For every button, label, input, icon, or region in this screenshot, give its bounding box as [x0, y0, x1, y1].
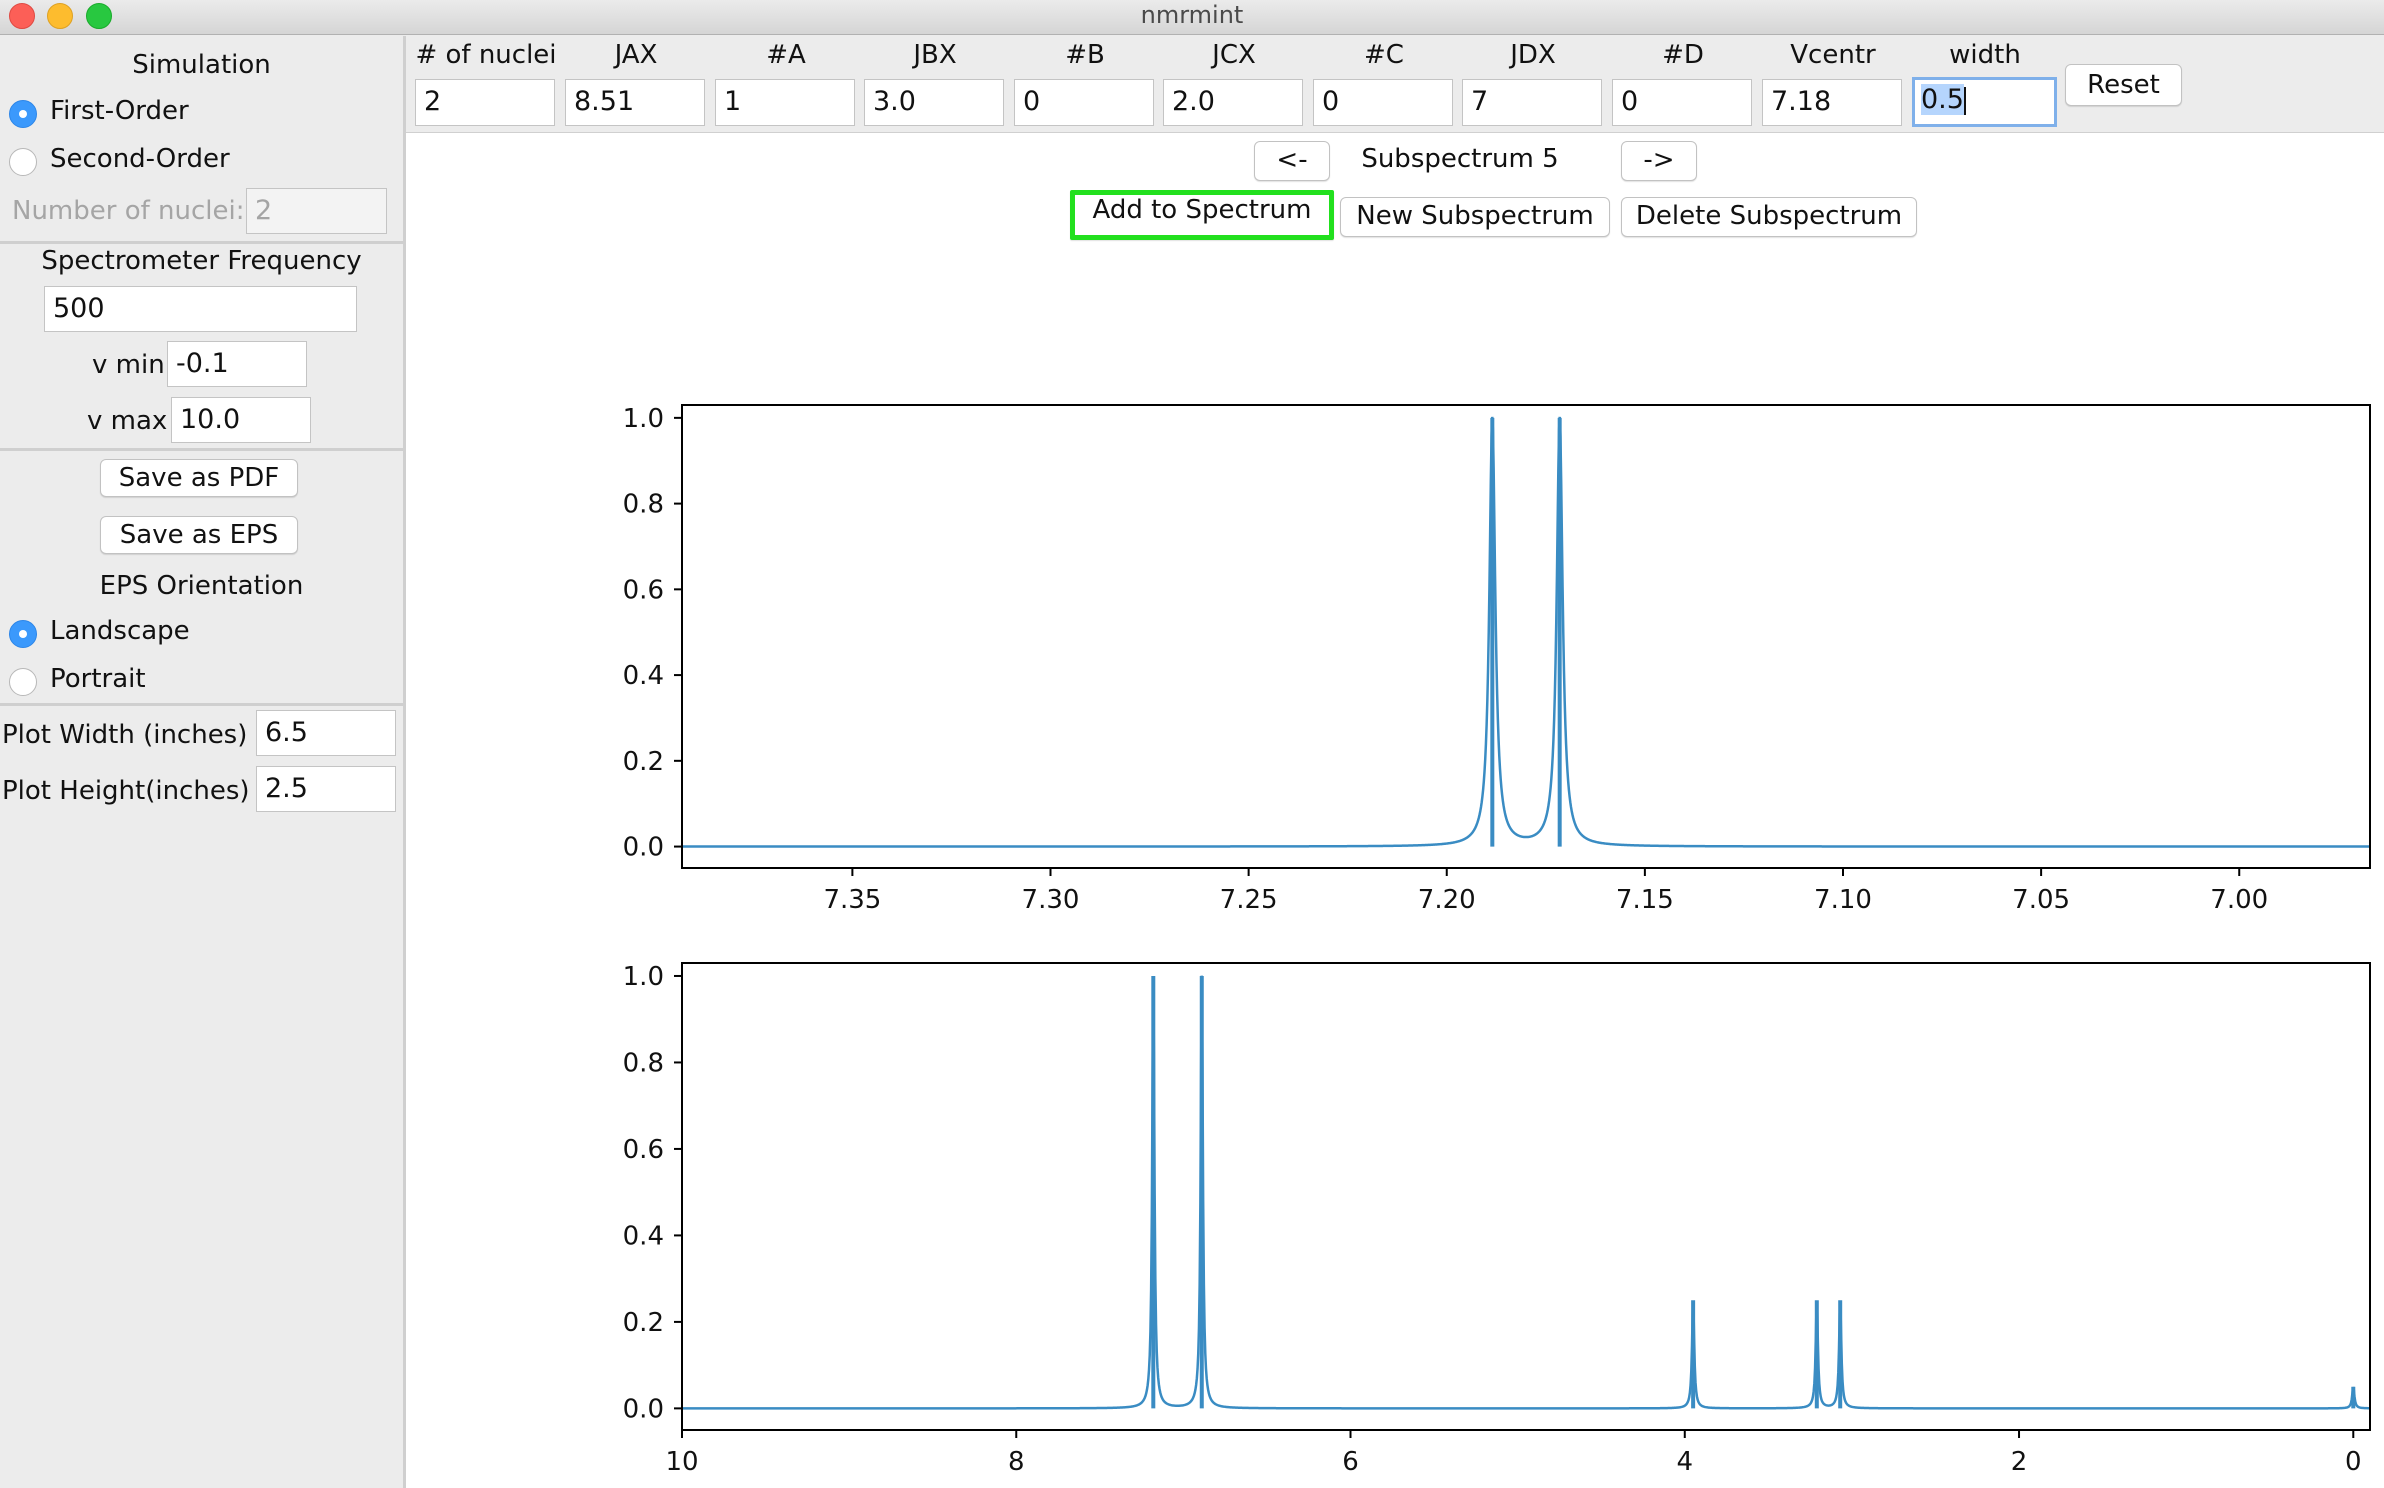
main-area	[406, 36, 2384, 1488]
x-tick-label: 4	[1676, 1447, 1693, 1477]
x-tick-label: 6	[1342, 1447, 1359, 1477]
previous-subspectrum-button[interactable]: <-	[1254, 141, 1330, 181]
x-tick-label: 7.25	[1220, 885, 1278, 915]
num-nuclei-field[interactable]: 2	[415, 79, 555, 126]
header-num-c: #C	[1364, 40, 1404, 70]
add-to-spectrum-button[interactable]: Add to Spectrum	[1070, 190, 1334, 240]
total-spectrum-plot: 10 8 6 4 2 0 0.0 0.2 0.4 0.6 0.8 1.0	[623, 962, 2371, 1477]
close-window-button[interactable]	[9, 3, 35, 29]
header-jax: JAX	[614, 40, 658, 70]
header-num-nuclei: # of nuclei	[415, 40, 557, 70]
jdx-field[interactable]: 7	[1462, 79, 1602, 126]
x-tick-label: 7.20	[1418, 885, 1476, 915]
eps-orientation-label: EPS Orientation	[99, 571, 304, 601]
spectrometer-frequency-label: Spectrometer Frequency	[41, 246, 362, 276]
y-tick-label: 0.8	[623, 490, 664, 520]
x-tick-label: 7.15	[1616, 885, 1674, 915]
divider	[0, 448, 403, 451]
num-d-field[interactable]: 0	[1612, 79, 1752, 126]
vmin-field[interactable]: -0.1	[167, 341, 307, 387]
x-tick-label: 0	[2345, 1447, 2362, 1477]
width-field[interactable]: 0.5	[1912, 77, 2057, 127]
landscape-radio[interactable]	[9, 620, 37, 648]
vcentr-field[interactable]: 7.18	[1762, 79, 1902, 126]
save-as-pdf-button[interactable]: Save as PDF	[100, 459, 298, 497]
header-jdx: JDX	[1510, 40, 1556, 70]
y-tick-label: 0.0	[623, 833, 664, 863]
header-num-b: #B	[1065, 40, 1105, 70]
window-title: nmrmint	[1140, 1, 1244, 29]
num-a-field[interactable]: 1	[715, 79, 855, 126]
x-tick-label: 7.00	[2210, 885, 2268, 915]
simulation-label: Simulation	[132, 50, 271, 80]
vmin-label: v min	[92, 350, 165, 380]
num-c-field[interactable]: 0	[1313, 79, 1453, 126]
jax-field[interactable]: 8.51	[565, 79, 705, 126]
number-of-nuclei-label: Number of nuclei:	[12, 196, 245, 226]
x-tick-label: 7.30	[1022, 885, 1080, 915]
zoom-window-button[interactable]	[86, 3, 112, 29]
y-tick-label: 0.6	[623, 575, 664, 605]
header-jbx: JBX	[913, 40, 957, 70]
new-subspectrum-button[interactable]: New Subspectrum	[1340, 197, 1610, 237]
portrait-radio[interactable]	[9, 668, 37, 696]
reset-button[interactable]: Reset	[2065, 64, 2182, 106]
header-vcentr: Vcentr	[1790, 40, 1876, 70]
y-tick-label: 1.0	[623, 404, 664, 434]
y-tick-label: 1.0	[623, 962, 664, 992]
jcx-field[interactable]: 2.0	[1163, 79, 1303, 126]
second-order-label[interactable]: Second-Order	[50, 144, 230, 174]
spectrum-line	[682, 975, 2371, 1410]
x-tick-label: 7.05	[2012, 885, 2070, 915]
y-tick-label: 0.4	[623, 661, 664, 691]
subspectrum-plot: 7.35 7.30 7.25 7.20 7.15 7.10 7.05 7.00 0.0 0.2 0.…	[623, 404, 2371, 915]
num-b-field[interactable]: 0	[1014, 79, 1154, 126]
plot-frame	[681, 962, 2371, 1431]
header-width: width	[1949, 40, 2021, 70]
subspectrum-label: Subspectrum 5	[1361, 144, 1559, 174]
width-field-value: 0.5	[1921, 84, 1964, 115]
y-tick-label: 0.6	[623, 1135, 664, 1165]
text-caret	[1963, 86, 1966, 115]
x-tick-label: 7.35	[823, 885, 881, 915]
y-tick-label: 0.2	[623, 747, 664, 777]
second-order-radio[interactable]	[9, 148, 37, 176]
x-tick-label: 7.10	[1814, 885, 1872, 915]
save-as-eps-button[interactable]: Save as EPS	[100, 516, 298, 554]
delete-subspectrum-button[interactable]: Delete Subspectrum	[1621, 197, 1917, 237]
x-tick-label: 10	[665, 1447, 698, 1477]
y-tick-label: 0.8	[623, 1048, 664, 1078]
divider	[0, 241, 403, 244]
x-tick-label: 2	[2011, 1447, 2028, 1477]
plot-width-field[interactable]: 6.5	[256, 710, 396, 756]
number-of-nuclei-field: 2	[246, 188, 387, 234]
y-tick-label: 0.2	[623, 1308, 664, 1338]
plot-width-label: Plot Width (inches)	[2, 720, 248, 750]
x-tick-label: 8	[1008, 1447, 1025, 1477]
jbx-field[interactable]: 3.0	[864, 79, 1004, 126]
minimize-window-button[interactable]	[47, 3, 73, 29]
vmax-field[interactable]: 10.0	[171, 397, 311, 443]
plot-frame	[681, 404, 2371, 869]
title-bar: nmrmint	[0, 0, 2384, 35]
divider	[0, 703, 403, 706]
y-tick-label: 0.0	[623, 1394, 664, 1424]
landscape-label[interactable]: Landscape	[50, 616, 190, 646]
first-order-label[interactable]: First-Order	[50, 96, 189, 126]
plot-height-label: Plot Height(inches)	[2, 776, 250, 806]
next-subspectrum-button[interactable]: ->	[1621, 141, 1697, 181]
header-jcx: JCX	[1212, 40, 1256, 70]
spectrum-line	[682, 416, 2370, 848]
vmax-label: v max	[87, 406, 168, 436]
spectrometer-frequency-field[interactable]: 500	[44, 286, 357, 332]
portrait-label[interactable]: Portrait	[50, 664, 146, 694]
first-order-radio[interactable]	[9, 100, 37, 128]
header-num-a: #A	[766, 40, 806, 70]
header-num-d: #D	[1662, 40, 1704, 70]
sidebar: Simulation First-Order Second-Order Numb…	[0, 36, 406, 1488]
y-tick-label: 0.4	[623, 1221, 664, 1251]
plot-height-field[interactable]: 2.5	[256, 766, 396, 812]
